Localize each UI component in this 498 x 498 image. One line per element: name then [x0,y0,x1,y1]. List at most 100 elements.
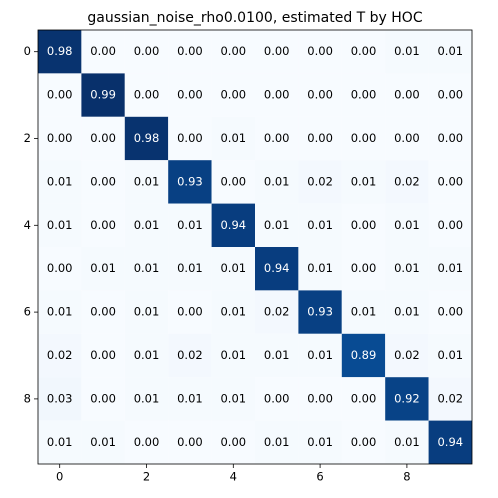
heatmap-cell [385,377,429,421]
cell-label: 0.01 [220,391,246,405]
cell-label: 0.01 [47,174,73,188]
cell-label: 0.92 [394,391,420,405]
cell-label: 0.01 [394,44,420,58]
cell-label: 0.01 [47,218,73,232]
plot-frame [37,29,473,465]
heatmap-cell [124,333,169,378]
heatmap-cell [211,203,255,247]
cell-label: 0.00 [220,174,246,188]
heatmap-cell [255,30,299,74]
cell-label: 0.01 [90,261,116,275]
heatmap-cell [211,116,255,161]
heatmap-cell [81,73,125,117]
cell-label: 0.00 [307,391,333,405]
cell-label: 0.01 [177,261,203,275]
cell-label: 0.00 [90,348,116,362]
heatmap-cell [298,377,342,421]
cell-label: 0.01 [134,174,160,188]
cell-label: 0.00 [351,261,377,275]
heatmap-cell [38,290,82,334]
cell-label: 0.94 [437,435,463,449]
cell-label: 0.00 [394,88,420,102]
heatmap-cell [385,203,429,247]
heatmap-cell [38,30,82,74]
heatmap-cell [255,333,299,378]
cell-label: 0.00 [220,435,246,449]
cell-label: 0.01 [307,348,333,362]
cell-label: 0.01 [394,305,420,319]
heatmap-cell [428,160,472,204]
heatmap-cell [124,203,169,247]
cell-label: 0.01 [177,391,203,405]
heatmap-cell [211,247,255,291]
cell-label: 0.00 [90,44,116,58]
cell-label: 0.00 [177,435,203,449]
cell-label: 0.01 [220,348,246,362]
y-tick-label: 4 [24,218,31,232]
cell-label: 0.00 [220,88,246,102]
cell-label: 0.00 [351,391,377,405]
x-tick-label: 0 [56,470,63,484]
cell-label: 0.02 [307,174,333,188]
heatmap-cell [38,420,82,464]
heatmap-cell [298,160,342,204]
heatmap-cell [168,333,212,378]
cell-label: 0.94 [264,261,290,275]
cell-label: 0.01 [134,261,160,275]
cell-label: 0.01 [134,305,160,319]
cell-label: 0.01 [264,348,290,362]
heatmap-cell [385,116,429,161]
cell-label: 0.01 [177,218,203,232]
x-tick-label: 6 [316,470,323,484]
heatmap-cell [168,73,212,117]
heatmap-cell [385,333,429,378]
cell-label: 0.01 [307,218,333,232]
cell-label: 0.98 [47,44,73,58]
cell-label: 0.01 [307,435,333,449]
cell-label: 0.01 [264,174,290,188]
heatmap-cell [81,247,125,291]
cell-label: 0.01 [134,218,160,232]
heatmap-cell [428,420,472,464]
cell-label: 0.00 [351,435,377,449]
heatmap-cell [428,247,472,291]
heatmap-cell [428,73,472,117]
heatmap-cell [211,333,255,378]
cell-label: 0.93 [307,305,333,319]
heatmap-cell [428,116,472,161]
heatmap-cell [211,73,255,117]
cell-label: 0.01 [351,174,377,188]
cell-label: 0.00 [307,44,333,58]
cell-label: 0.94 [220,218,246,232]
heatmap-cell [428,203,472,247]
cell-label: 0.02 [394,174,420,188]
cell-label: 0.00 [437,305,463,319]
cell-label: 0.01 [220,261,246,275]
heatmap-cell [255,160,299,204]
cell-label: 0.00 [90,131,116,145]
heatmap-cell [255,247,299,291]
cell-label: 0.00 [437,131,463,145]
heatmap-cell [428,333,472,378]
cell-label: 0.99 [90,88,116,102]
heatmap-cell [385,247,429,291]
cell-label: 0.01 [351,305,377,319]
chart-title: gaussian_noise_rho0.0100, estimated T by… [87,10,422,26]
heatmap-cell [38,116,82,161]
heatmap-cell [211,160,255,204]
cell-label: 0.00 [351,44,377,58]
cell-label: 0.02 [394,348,420,362]
cell-label: 0.00 [134,44,160,58]
cell-label: 0.00 [134,88,160,102]
cell-label: 0.00 [177,88,203,102]
cell-label: 0.98 [134,131,160,145]
cell-label: 0.00 [90,391,116,405]
cell-label: 0.00 [437,174,463,188]
cell-label: 0.01 [437,348,463,362]
heatmap-cell [255,73,299,117]
heatmap-cell [124,377,169,421]
heatmap-cell [124,30,169,74]
cell-label: 0.00 [351,131,377,145]
heatmap-cell [211,30,255,74]
cell-label: 0.00 [47,131,73,145]
